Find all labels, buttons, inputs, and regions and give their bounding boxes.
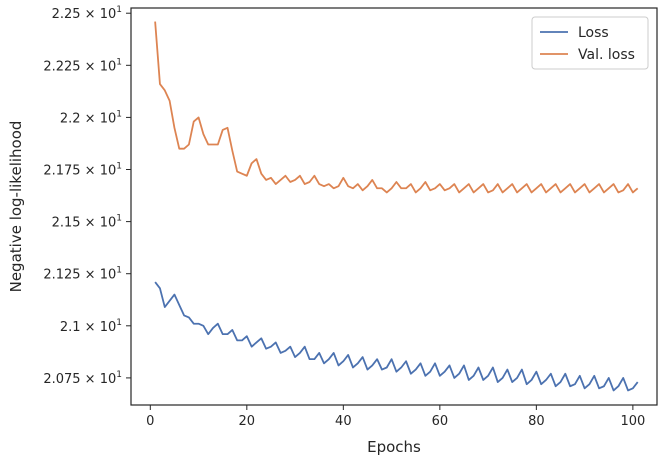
y-tick-mantissa: 2.25	[52, 7, 81, 22]
y-tick-label: 2.225 × 101	[43, 57, 122, 74]
y-tick-times: ×	[81, 59, 100, 74]
y-tick-exponent: 1	[116, 109, 122, 119]
y-tick-times: ×	[81, 268, 100, 283]
y-tick-base: 10	[100, 320, 117, 335]
plot-area	[154, 21, 639, 392]
y-tick-label: 2.175 × 101	[43, 162, 122, 179]
y-tick-mantissa: 2.2	[60, 111, 81, 126]
y-tick-mantissa: 2.125	[43, 268, 80, 283]
legend-entry-label: Val. loss	[578, 47, 635, 63]
y-tick-times: ×	[81, 7, 100, 22]
y-tick-times: ×	[81, 320, 100, 335]
y-tick-exponent: 1	[116, 266, 122, 276]
y-tick-mantissa: 2.175	[43, 164, 80, 179]
x-axis-label: Epochs	[367, 438, 421, 456]
x-tick-label: 0	[146, 414, 154, 429]
y-tick-times: ×	[81, 372, 100, 387]
y-tick-mantissa: 2.225	[43, 59, 80, 74]
y-tick-label: 2.15 × 101	[52, 214, 122, 231]
y-tick-label: 2.25 × 101	[52, 5, 122, 22]
y-tick-times: ×	[81, 216, 100, 231]
y-tick-base: 10	[100, 164, 117, 179]
x-tick-label: 20	[239, 414, 256, 429]
y-tick-exponent: 1	[116, 162, 122, 172]
y-tick-times: ×	[81, 164, 100, 179]
series-line-loss	[154, 281, 639, 392]
x-tick-label: 100	[620, 414, 645, 429]
y-tick-base: 10	[100, 111, 117, 126]
legend-box	[531, 16, 649, 70]
y-tick-exponent: 1	[116, 318, 122, 328]
y-tick-mantissa: 2.1	[60, 320, 81, 335]
legend: Loss Val. loss	[531, 16, 649, 70]
y-tick-mantissa: 2.075	[43, 372, 80, 387]
y-tick-base: 10	[100, 372, 117, 387]
legend-entry-label: Loss	[578, 25, 609, 41]
y-tick-base: 10	[100, 7, 117, 22]
y-axis-label: Negative log-likelihood	[7, 121, 25, 293]
series-line-val-loss	[154, 21, 639, 194]
y-tick-exponent: 1	[116, 5, 122, 15]
y-tick-times: ×	[81, 111, 100, 126]
y-tick-label: 2.125 × 101	[43, 266, 122, 283]
x-tick-label: 60	[432, 414, 449, 429]
y-tick-exponent: 1	[116, 57, 122, 67]
y-tick-base: 10	[100, 59, 117, 74]
y-tick-label: 2.075 × 101	[43, 370, 122, 387]
y-tick-base: 10	[100, 268, 117, 283]
y-tick-label: 2.1 × 101	[60, 318, 122, 335]
y-tick-label: 2.2 × 101	[60, 109, 122, 126]
x-tick-label: 40	[335, 414, 352, 429]
y-tick-base: 10	[100, 216, 117, 231]
axes-frame	[130, 7, 658, 406]
y-tick-mantissa: 2.15	[52, 216, 81, 231]
x-axis: 0 20 40 60 80 100	[146, 405, 645, 429]
y-tick-exponent: 1	[116, 214, 122, 224]
x-tick-label: 80	[528, 414, 545, 429]
y-tick-exponent: 1	[116, 370, 122, 380]
